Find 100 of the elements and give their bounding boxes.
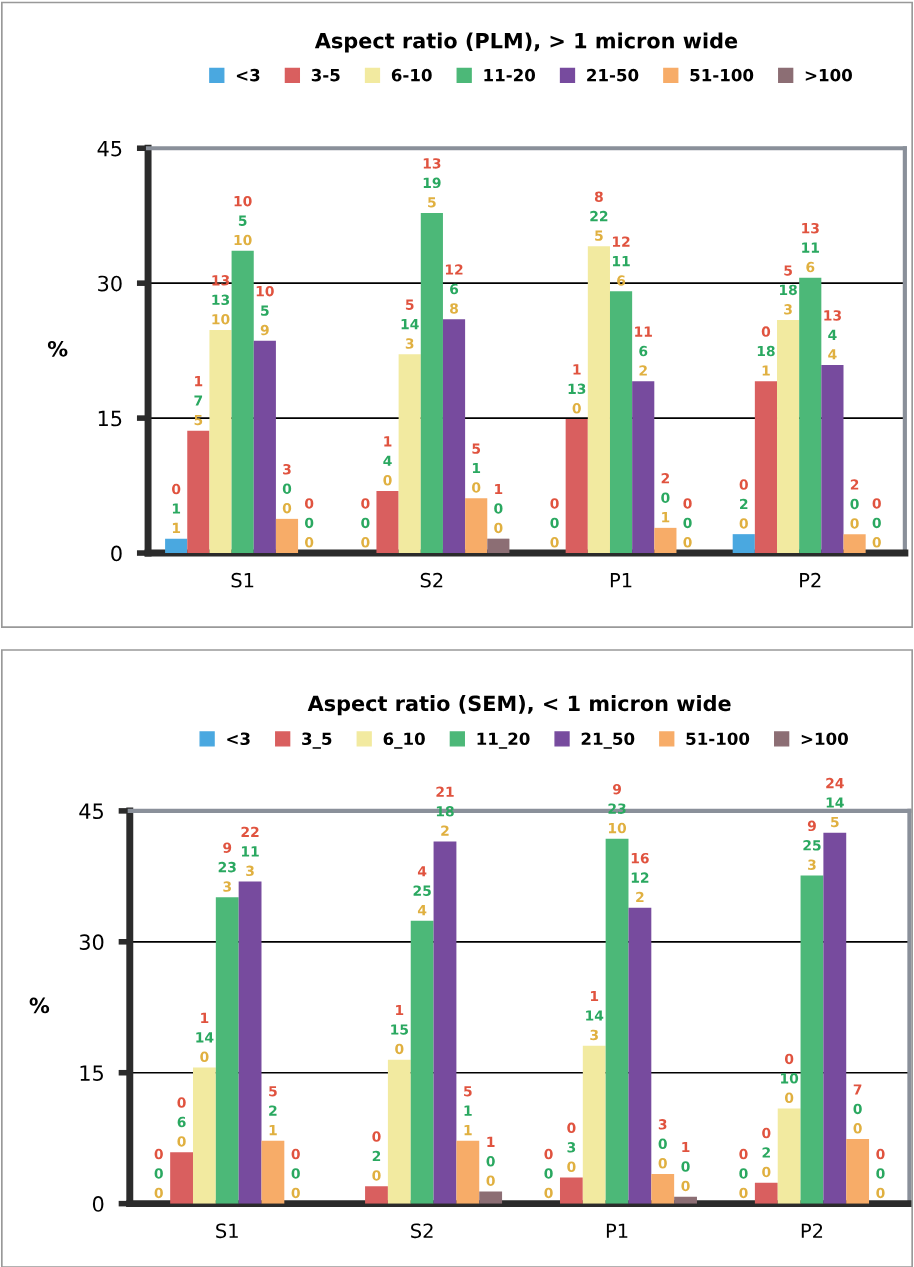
bar — [632, 381, 655, 554]
annotation: 2 0 1 — [661, 472, 670, 523]
y-tick-label: 15 — [80, 1065, 103, 1081]
annotation: 1 0 0 — [681, 1141, 690, 1192]
annotation: 0 0 0 — [291, 1148, 300, 1199]
annotation: 12 6 8 — [445, 264, 463, 314]
annotation: 13 19 5 — [423, 158, 441, 208]
y-tick-label: 0 — [92, 1196, 104, 1212]
annotation: 5 1 0 — [472, 443, 481, 493]
legend-label: <3 — [227, 732, 250, 746]
annotation: 0 0 0 — [154, 1148, 163, 1199]
annotation: 3 0 0 — [282, 464, 292, 514]
x-tick-label: P2 — [800, 572, 821, 588]
annotation: 0 10 0 — [781, 1053, 799, 1104]
annotation: 1 14 3 — [586, 990, 604, 1041]
x-tick-label: S1 — [231, 572, 254, 588]
y-tick-label: 30 — [98, 275, 122, 292]
legend-label: 21-50 — [587, 68, 639, 82]
legend-label: >100 — [805, 68, 852, 82]
bar — [628, 907, 652, 1204]
chart-title: Aspect ratio (SEM), < 1 micron wide — [307, 695, 731, 716]
annotation: 1 15 0 — [391, 1004, 409, 1055]
annotation: 5 14 3 — [401, 299, 419, 349]
bar — [654, 527, 677, 554]
bar — [442, 319, 466, 554]
annotation: 10 5 10 — [234, 195, 252, 246]
annotation: 1 13 0 — [568, 364, 586, 414]
y-axis-title: % — [47, 340, 68, 357]
bar — [559, 1177, 583, 1204]
bar — [732, 534, 755, 554]
y-axis-title: % — [29, 997, 50, 1014]
annotation: 5 1 1 — [464, 1086, 472, 1136]
annotation: 9 23 10 — [608, 783, 627, 834]
y-tick-label: 30 — [79, 934, 104, 951]
annotation: 0 0 0 — [683, 498, 692, 548]
bar — [479, 1191, 503, 1204]
bar — [565, 419, 588, 554]
x-tick-label: P1 — [606, 1223, 628, 1238]
annotation: 13 4 4 — [824, 310, 841, 360]
annotation: 5 2 1 — [269, 1086, 277, 1136]
bar — [209, 329, 232, 554]
bar — [215, 897, 239, 1204]
bar — [754, 1182, 778, 1204]
annotation: 0 2 0 — [739, 479, 748, 529]
legend-label: 3-5 — [311, 68, 340, 82]
bar — [651, 1173, 675, 1204]
annotation: 0 0 0 — [550, 498, 559, 548]
annotation: 22 11 3 — [241, 826, 259, 877]
legend-label: 6_10 — [383, 732, 425, 749]
bar — [799, 277, 822, 554]
x-tick-label: S2 — [411, 1223, 433, 1239]
bar — [609, 291, 633, 554]
bar — [754, 381, 778, 554]
bar — [365, 1186, 388, 1204]
y-tick-label: 0 — [111, 545, 122, 562]
bar — [587, 246, 610, 554]
bar — [192, 1067, 216, 1204]
annotation: 0 0 0 — [544, 1148, 553, 1199]
annotation: 3 0 0 — [658, 1119, 667, 1169]
legend-label: 51-100 — [690, 68, 754, 82]
bar — [231, 250, 254, 554]
annotation: 16 12 2 — [631, 852, 649, 903]
x-tick-label: P2 — [801, 1223, 823, 1238]
bar — [777, 320, 800, 554]
annotation: 0 0 0 — [361, 498, 370, 548]
annotation: 0 3 0 — [567, 1122, 576, 1172]
bar — [238, 881, 262, 1204]
annotation: 0 6 0 — [177, 1097, 186, 1147]
chart-title: Aspect ratio (PLM), > 1 micron wide — [314, 32, 738, 53]
bar — [420, 213, 443, 554]
legend-label: 6-10 — [391, 68, 432, 82]
legend-label: <3 — [236, 68, 260, 82]
annotation: 0 2 0 — [372, 1131, 381, 1181]
legend-label: 3_5 — [302, 732, 332, 749]
annotation: 2 0 0 — [850, 479, 859, 529]
legend-label: 11-20 — [484, 68, 536, 82]
y-tick-label: 15 — [98, 410, 122, 427]
bar — [800, 875, 824, 1204]
annotation: 1 0 0 — [494, 483, 503, 534]
annotation: 9 25 3 — [803, 820, 821, 870]
bar — [165, 538, 188, 554]
bar — [261, 1140, 285, 1204]
annotation: 0 0 0 — [739, 1148, 748, 1199]
bar — [487, 538, 510, 554]
legend-label: 21_50 — [581, 732, 635, 749]
annotation: 0 2 0 — [762, 1127, 771, 1178]
bar — [376, 490, 399, 554]
bar — [387, 1059, 411, 1204]
bar — [398, 354, 421, 554]
annotation: 0 1 1 — [172, 483, 181, 533]
bar — [456, 1140, 480, 1204]
annotation: 0 0 0 — [876, 1148, 885, 1199]
annotation: 0 0 0 — [304, 498, 314, 548]
annotation: 5 18 3 — [780, 265, 797, 315]
bar — [433, 841, 457, 1204]
annotation: 9 23 3 — [218, 842, 236, 892]
annotation: 1 0 0 — [486, 1136, 495, 1186]
annotation: 7 0 0 — [853, 1084, 862, 1134]
annotation: 11 6 2 — [635, 326, 652, 376]
annotation: 1 4 0 — [383, 436, 392, 486]
